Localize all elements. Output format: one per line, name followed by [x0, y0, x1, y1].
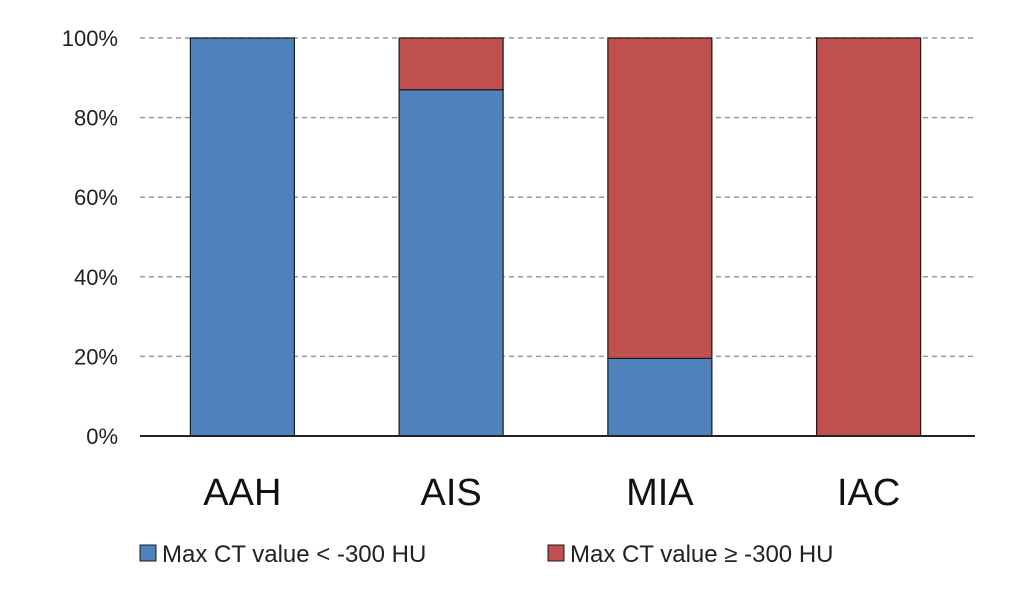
- bar-mia-series-0: [607, 357, 713, 437]
- bar-mia-series-1: [607, 37, 713, 359]
- x-category-label: MIA: [626, 472, 694, 514]
- y-tick-label: 40%: [74, 265, 118, 290]
- y-tick-label: 20%: [74, 344, 118, 369]
- x-category-label: AIS: [421, 472, 482, 514]
- y-tick-label: 0%: [86, 424, 118, 449]
- y-tick-label: 100%: [62, 26, 118, 51]
- x-category-label: AAH: [203, 472, 281, 514]
- legend-swatch: [547, 544, 565, 562]
- bar-ais-series-1: [398, 37, 504, 91]
- legend-label: Max CT value ≥ -300 HU: [570, 541, 833, 568]
- x-category-label: IAC: [837, 472, 900, 514]
- bar-iac-series-1: [816, 37, 922, 437]
- y-tick-label: 80%: [74, 106, 118, 131]
- legend-label: Max CT value < -300 HU: [162, 541, 426, 568]
- y-tick-label: 60%: [74, 185, 118, 210]
- y-tick-labels: 0% 20% 40% 60% 80% 100%: [62, 26, 118, 449]
- legend-swatch: [139, 544, 157, 562]
- bar-ais-series-0: [398, 89, 504, 437]
- legend: Max CT value < -300 HU Max CT value ≥ -30…: [139, 541, 833, 568]
- bar-aah-series-0: [189, 37, 295, 437]
- bars: [189, 37, 922, 437]
- x-category-labels: AAH AIS MIA IAC: [203, 472, 900, 514]
